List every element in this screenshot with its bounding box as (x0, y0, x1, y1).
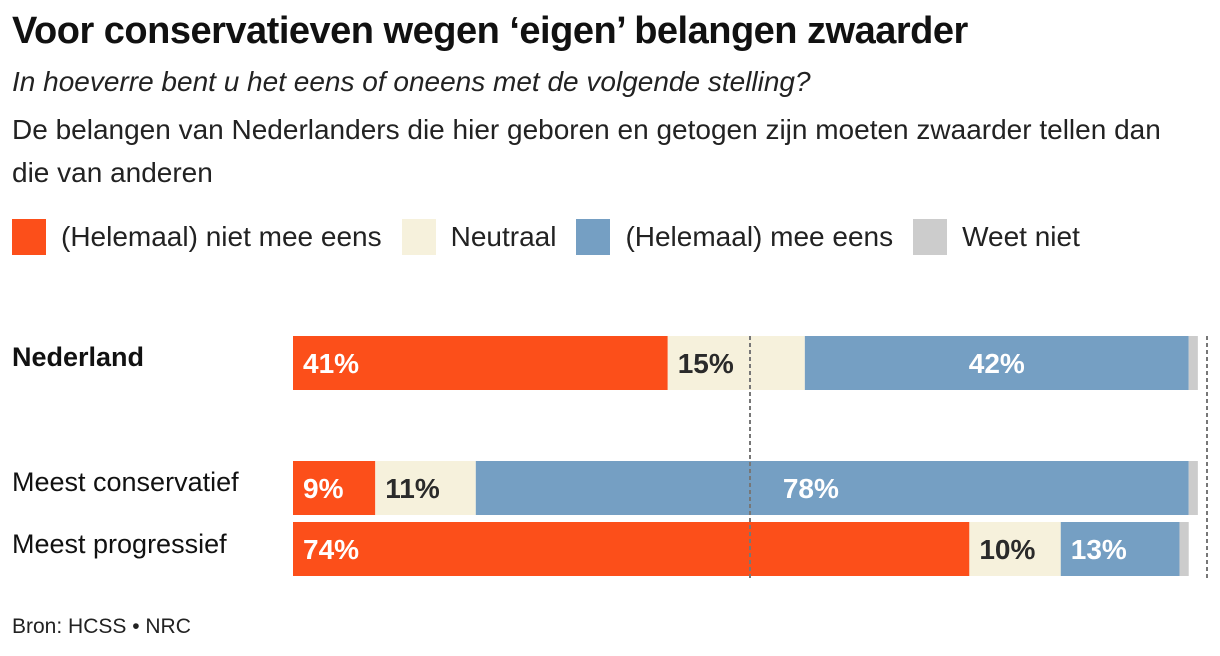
bar-nederland-neutraal (667, 336, 805, 390)
bar-meest-conservatief-neutraal (375, 461, 476, 515)
legend-swatch-dont-know (913, 219, 948, 255)
legend-item-agree: (Helemaal) mee eens (576, 219, 893, 255)
legend-swatch-agree (576, 219, 611, 255)
data-label-nederland-helemaal-niet-mee-eens: 41% (303, 348, 359, 379)
data-label-meest-progressief-neutraal: 10% (979, 534, 1035, 565)
chart-title: Voor conservatieven wegen ‘eigen’ belang… (12, 10, 968, 52)
legend-label-disagree: (Helemaal) niet mee eens (61, 221, 382, 252)
legend-item-disagree: (Helemaal) niet mee eens (12, 219, 382, 255)
source-note: Bron: HCSS • NRC (12, 615, 191, 638)
row-label-nederland: Nederland (12, 342, 145, 372)
legend-item-neutral: Neutraal (401, 219, 557, 255)
bar-nederland-helemaal-niet-mee-eens (293, 336, 668, 390)
chart-subtitle: In hoeverre bent u het eens of oneens me… (12, 66, 811, 97)
data-label-meest-conservatief-neutraal: 11% (385, 473, 440, 504)
chart-statement: De belangen van Nederlanders die hier ge… (12, 114, 1161, 188)
data-label-meest-conservatief-helemaal-niet-mee-eens: 9% (303, 473, 344, 504)
bar-meest-conservatief-helemaal-niet-mee-eens (293, 461, 376, 515)
data-label-meest-progressief-helemaal-mee-eens: 13% (1071, 534, 1127, 565)
data-label-meest-conservatief-helemaal-mee-eens: 78% (783, 473, 839, 504)
legend-swatch-neutral (401, 219, 436, 255)
legend-label-neutral: Neutraal (450, 221, 557, 252)
data-label-nederland-neutraal: 15% (678, 348, 734, 379)
bar-meest-progressief-helemaal-mee-eens (1060, 522, 1180, 576)
data-label-meest-progressief-helemaal-niet-mee-eens: 74% (303, 534, 359, 565)
bar-meest-progressief-weet-niet (1179, 522, 1189, 576)
row-label-meest-progressief: Meest progressief (12, 529, 227, 559)
legend-item-dont-know: Weet niet (913, 219, 1080, 255)
data-label-nederland-helemaal-mee-eens: 42% (969, 348, 1025, 379)
bar-meest-progressief-neutraal (969, 522, 1061, 576)
bar-meest-conservatief-weet-niet (1188, 461, 1198, 515)
bar-nederland-helemaal-mee-eens (804, 336, 1189, 390)
bar-nederland-weet-niet (1188, 336, 1198, 390)
legend-swatch-disagree (12, 219, 46, 255)
bar-meest-conservatief-helemaal-mee-eens (475, 461, 1189, 515)
legend-label-dont-know: Weet niet (962, 221, 1080, 252)
legend: (Helemaal) niet mee eens Neutraal (Helem… (12, 219, 1100, 255)
row-label-meest-conservatief: Meest conservatief (12, 467, 239, 497)
legend-label-agree: (Helemaal) mee eens (625, 221, 894, 252)
bar-meest-progressief-helemaal-niet-mee-eens (293, 522, 970, 576)
